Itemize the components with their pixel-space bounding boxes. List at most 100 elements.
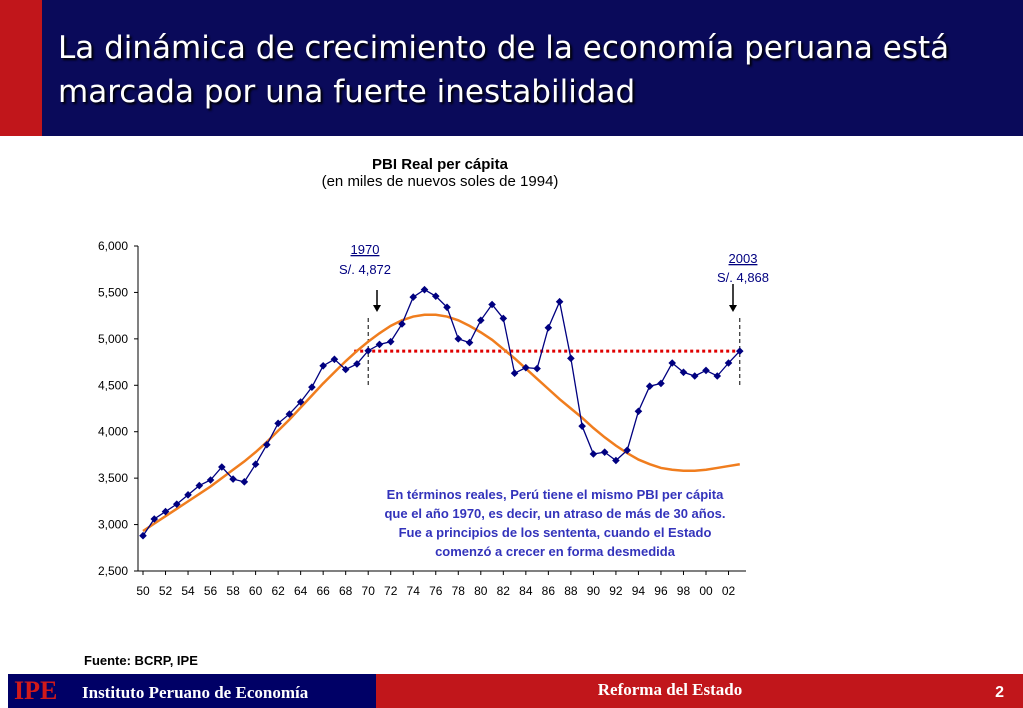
footer-left-band bbox=[8, 674, 376, 708]
x-tick-label: 74 bbox=[407, 584, 421, 598]
gdp-data-point bbox=[544, 323, 553, 332]
slide-title: La dinámica de crecimiento de la economí… bbox=[58, 30, 950, 110]
gdp-data-point bbox=[555, 297, 564, 306]
gdp-per-capita-chart: 2,500 3,000 3,500 4,000 4,500 5,000 5,500 6,000… bbox=[98, 239, 769, 598]
gdp-data-point bbox=[229, 475, 237, 483]
gdp-data-point bbox=[488, 300, 496, 309]
gdp-data-point bbox=[296, 398, 305, 406]
x-tick-label: 88 bbox=[564, 584, 578, 598]
y-tick-label: 4,000 bbox=[98, 425, 128, 439]
gdp-data-point bbox=[319, 361, 327, 370]
gdp-data-point bbox=[184, 491, 192, 499]
annotation-arrow-head bbox=[729, 305, 737, 312]
header-accent-bar bbox=[0, 0, 42, 136]
y-tick-label: 3,000 bbox=[98, 518, 128, 532]
gdp-data-point bbox=[499, 314, 508, 323]
annotation-value: S/. 4,868 bbox=[717, 270, 769, 285]
footer-section-title: Reforma del Estado bbox=[597, 680, 743, 699]
x-tick-label: 54 bbox=[181, 584, 195, 598]
gdp-data-point bbox=[308, 383, 316, 391]
x-tick-label: 72 bbox=[384, 584, 398, 598]
slide-header bbox=[0, 0, 1023, 136]
x-tick-label: 92 bbox=[609, 584, 623, 598]
annotation-arrow-head bbox=[373, 305, 381, 312]
gdp-data-point bbox=[600, 448, 609, 456]
annotation-year: 2003 bbox=[729, 251, 758, 266]
gdp-data-point bbox=[612, 456, 620, 465]
gdp-data-point bbox=[465, 338, 474, 347]
x-tick-label: 80 bbox=[474, 584, 488, 598]
y-tick-label: 5,500 bbox=[98, 285, 128, 299]
gdp-data-point bbox=[567, 354, 575, 363]
x-tick-label: 60 bbox=[249, 584, 263, 598]
x-tick-label: 62 bbox=[271, 584, 285, 598]
gdp-data-point bbox=[161, 507, 170, 516]
y-tick-label: 6,000 bbox=[98, 239, 128, 253]
x-tick-label: 64 bbox=[294, 584, 308, 598]
gdp-data-point bbox=[510, 369, 519, 378]
gdp-data-point bbox=[623, 446, 631, 455]
gdp-data-point bbox=[713, 372, 722, 380]
x-tick-label: 82 bbox=[497, 584, 511, 598]
gdp-data-point bbox=[589, 450, 598, 458]
x-tick-label: 96 bbox=[654, 584, 668, 598]
x-tick-label: 84 bbox=[519, 584, 533, 598]
gdp-data-point bbox=[195, 481, 204, 490]
chart-note: En términos reales, Perú tiene el mismo … bbox=[384, 487, 725, 559]
gdp-data-point bbox=[735, 347, 744, 355]
x-tick-label: 50 bbox=[136, 584, 150, 598]
gdp-data-point bbox=[409, 293, 418, 301]
y-tick-label: 2,500 bbox=[98, 564, 128, 578]
gdp-data-point bbox=[206, 476, 215, 484]
gdp-data-point bbox=[533, 364, 541, 373]
gdp-data-point bbox=[679, 368, 688, 377]
gdp-data-point bbox=[657, 379, 665, 388]
annotation-year: 1970 bbox=[351, 242, 380, 257]
x-tick-label: 52 bbox=[159, 584, 173, 598]
x-tick-label: 98 bbox=[677, 584, 691, 598]
chart-note-line: comenzó a crecer en forma desmedida bbox=[435, 544, 676, 559]
gdp-data-point bbox=[690, 372, 699, 380]
gdp-data-point bbox=[172, 500, 181, 508]
x-tick-label: 68 bbox=[339, 584, 353, 598]
gdp-data-point bbox=[375, 340, 384, 349]
gdp-data-point bbox=[218, 463, 226, 471]
x-tick-label: 78 bbox=[452, 584, 466, 598]
page-number: 2 bbox=[995, 684, 1004, 701]
gdp-data-point bbox=[420, 285, 429, 294]
trend-series-line bbox=[142, 313, 740, 533]
y-tick-label: 3,500 bbox=[98, 471, 128, 485]
x-tick-label: 00 bbox=[699, 584, 713, 598]
gdp-data-point bbox=[702, 366, 710, 375]
gdp-data-point bbox=[285, 410, 294, 418]
chart-subtitle: (en miles de nuevos soles de 1994) bbox=[321, 173, 559, 190]
gdp-data-point bbox=[139, 531, 147, 540]
x-tick-label: 58 bbox=[226, 584, 240, 598]
gdp-data-point bbox=[634, 407, 643, 416]
gdp-data-point bbox=[150, 515, 159, 523]
x-tick-label: 02 bbox=[722, 584, 736, 598]
gdp-data-point bbox=[477, 316, 485, 325]
gdp-data-point bbox=[578, 422, 586, 430]
chart-note-line: Fue a principios de los sententa, cuando… bbox=[399, 525, 712, 540]
gdp-data-point bbox=[353, 360, 361, 368]
y-tick-label: 5,000 bbox=[98, 332, 128, 346]
annotation-value: S/. 4,872 bbox=[339, 262, 391, 277]
source-note: Fuente: BCRP, IPE bbox=[84, 653, 198, 668]
gdp-data-point bbox=[724, 359, 733, 367]
x-tick-label: 90 bbox=[587, 584, 601, 598]
x-tick-label: 66 bbox=[316, 584, 330, 598]
gdp-data-point bbox=[522, 363, 530, 372]
gdp-data-point bbox=[668, 359, 677, 367]
gdp-data-point bbox=[330, 355, 339, 364]
chart-title: PBI Real per cápita bbox=[372, 156, 508, 173]
gdp-data-point bbox=[263, 440, 271, 449]
gdp-data-point bbox=[398, 320, 406, 328]
x-tick-label: 70 bbox=[362, 584, 376, 598]
x-tick-label: 94 bbox=[632, 584, 646, 598]
gdp-data-point bbox=[645, 382, 654, 391]
gdp-data-point bbox=[443, 303, 451, 312]
ipe-logo: IPE bbox=[14, 676, 58, 705]
gdp-data-point bbox=[274, 419, 282, 428]
y-tick-label: 4,500 bbox=[98, 378, 128, 392]
